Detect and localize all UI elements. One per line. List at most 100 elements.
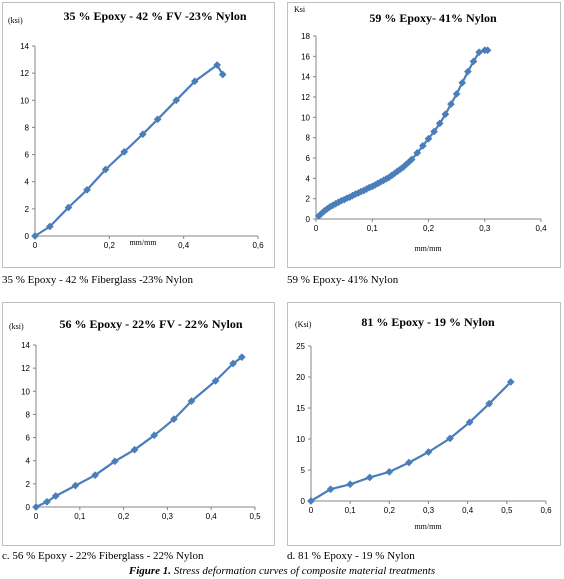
y-tick-label: 2: [26, 480, 31, 489]
y-tick-label: 0: [26, 503, 31, 512]
caption-c: c. 56 % Epoxy - 22% Fiberglass - 22% Nyl…: [2, 550, 204, 562]
y-tick-label: 14: [301, 73, 310, 82]
x-tick-label: 0,4: [535, 224, 547, 233]
data-point: [446, 434, 454, 443]
data-point: [229, 359, 238, 368]
y-tick-label: 8: [306, 134, 311, 143]
data-point: [138, 130, 147, 139]
chart-title: 35 % Epoxy - 42 % FV -23% Nylon: [63, 9, 246, 23]
y-tick-label: 18: [301, 32, 310, 41]
chart-panel-d: 81 % Epoxy - 19 % Nylon (Ksi) mm/mm 0 5 10 15 2…: [287, 302, 561, 546]
caption-d: d. 81 % Epoxy - 19 % Nylon: [287, 550, 415, 562]
data-point: [435, 119, 444, 128]
data-point: [413, 148, 422, 157]
chart-title: 81 % Epoxy - 19 % Nylon: [361, 315, 495, 329]
data-point: [463, 67, 472, 76]
data-point: [218, 70, 227, 79]
y-tick-label: 12: [21, 364, 30, 373]
x-tick-label: 0: [314, 224, 319, 233]
data-point: [150, 431, 159, 440]
caption-b: 59 % Epoxy- 41% Nylon: [287, 274, 399, 286]
y-tick-label: 4: [25, 178, 30, 187]
data-point: [83, 185, 91, 194]
data-point: [458, 78, 467, 87]
data-point: [469, 57, 478, 66]
data-point: [153, 115, 162, 124]
y-tick-label: 8: [25, 123, 30, 132]
x-tick-label: 0,6: [540, 506, 552, 515]
data-point: [404, 458, 413, 467]
chart-panel-a: 35 % Epoxy - 42 % FV -23% Nylon (ksi) mm/m…: [2, 2, 275, 268]
x-tick-label: 0,3: [162, 512, 174, 521]
data-point: [424, 134, 433, 143]
data-point: [71, 481, 80, 490]
x-tick-label: 0: [33, 241, 38, 250]
figure-label: Figure 1.: [128, 565, 172, 577]
data-point: [237, 353, 246, 362]
figure-caption-text: Stress deformation curves of composite m…: [171, 565, 436, 577]
x-tick-label: 0,2: [118, 512, 130, 521]
data-point: [190, 77, 199, 86]
data-point: [475, 48, 484, 57]
x-tick-label: 0,2: [384, 506, 396, 515]
data-point: [418, 141, 427, 150]
y-tick-label: 0: [301, 497, 306, 506]
data-point: [51, 492, 60, 500]
data-point: [506, 378, 515, 386]
data-point: [110, 457, 119, 466]
y-tick-label: 12: [301, 93, 310, 102]
y-tick-label: 6: [306, 154, 311, 163]
y-tick-label: 15: [296, 404, 305, 413]
series-line: [310, 381, 512, 502]
y-axis-unit: Ksi: [294, 5, 306, 14]
data-point: [385, 467, 394, 476]
data-point: [31, 232, 39, 240]
chart-b: 59 % Epoxy- 41% Nylon Ksi mm/mm 0 2 4 6 8 10 12 14…: [294, 5, 547, 253]
chart-a: 35 % Epoxy - 42 % FV -23% Nylon (ksi) mm/m…: [8, 9, 264, 250]
x-tick-label: 0,4: [462, 506, 474, 515]
y-tick-label: 14: [20, 42, 29, 51]
y-axis-unit: (ksi): [8, 16, 23, 25]
x-tick-label: 0,3: [423, 506, 435, 515]
data-point: [187, 397, 196, 406]
x-axis-label: mm/mm: [414, 522, 442, 531]
data-point: [485, 399, 494, 408]
x-axis-label: mm/mm: [414, 244, 442, 253]
data-point: [407, 155, 416, 164]
data-point: [483, 46, 492, 55]
x-tick-label: 0,6: [252, 241, 264, 250]
y-tick-label: 12: [20, 69, 29, 78]
y-axis-unit: (ksi): [9, 322, 24, 331]
y-tick-label: 8: [26, 410, 31, 419]
x-tick-label: 0,4: [206, 512, 218, 521]
data-point: [130, 445, 139, 454]
data-point: [213, 61, 222, 69]
data-point: [346, 480, 355, 489]
series-line: [35, 356, 243, 508]
data-point: [120, 147, 129, 156]
caption-a: 35 % Epoxy - 42 % Fiberglass -23% Nylon: [2, 274, 194, 286]
y-tick-label: 10: [21, 387, 30, 396]
y-tick-label: 4: [26, 457, 31, 466]
data-point: [441, 110, 450, 119]
y-tick-label: 25: [296, 342, 305, 351]
data-point: [42, 497, 51, 506]
chart-title: 56 % Epoxy - 22% FV - 22% Nylon: [59, 317, 242, 331]
data-point: [32, 503, 40, 511]
y-tick-label: 20: [296, 373, 305, 382]
x-tick-label: 0,3: [479, 224, 491, 233]
chart-panel-c: 56 % Epoxy - 22% FV - 22% Nylon (ksi) 0 2 4 6…: [2, 302, 275, 546]
data-point: [211, 376, 220, 385]
y-axis-unit: (Ksi): [295, 320, 312, 329]
data-point: [465, 418, 474, 427]
x-tick-label: 0,4: [178, 241, 190, 250]
data-point: [326, 485, 335, 494]
data-point: [452, 89, 461, 98]
y-tick-label: 10: [296, 435, 305, 444]
data-point: [365, 473, 374, 482]
data-point: [91, 471, 100, 480]
y-tick-label: 10: [301, 113, 310, 122]
series-line: [318, 49, 488, 217]
data-point: [447, 100, 455, 109]
x-tick-label: 0,5: [501, 506, 513, 515]
